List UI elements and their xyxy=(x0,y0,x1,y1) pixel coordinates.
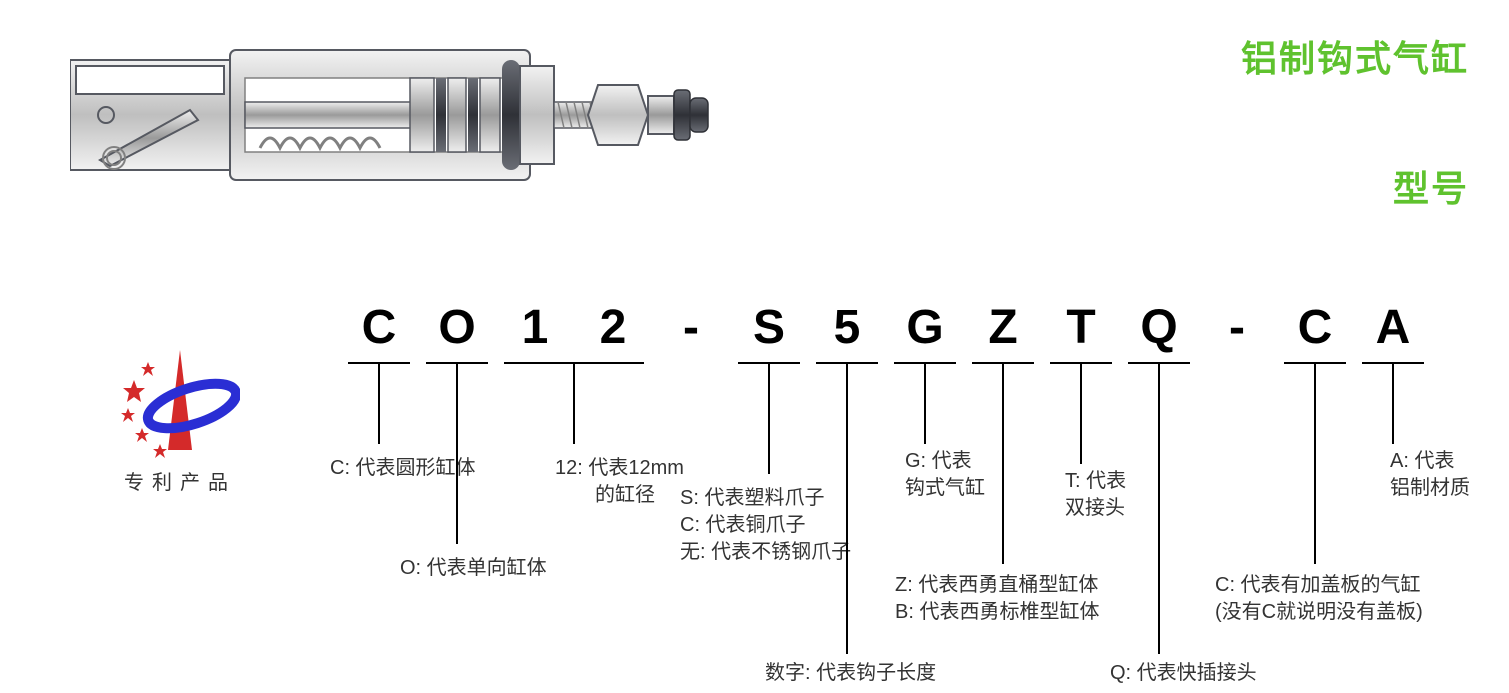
t-connector-stem xyxy=(1314,364,1316,564)
desc-line: 双接头 xyxy=(1065,495,1126,522)
desc-line: 钩式气缸 xyxy=(905,475,985,502)
t-connector xyxy=(816,362,878,364)
t-connector xyxy=(426,362,488,364)
code-char: - xyxy=(1198,300,1276,355)
t-connector-stem xyxy=(924,364,926,444)
code-char: 2 xyxy=(574,300,652,355)
code-char: O xyxy=(418,300,496,355)
desc-line: 铝制材质 xyxy=(1390,475,1470,502)
cylinder-cross-section-illustration xyxy=(70,30,710,200)
t-connector xyxy=(348,362,410,364)
desc-t-double: T: 代表 双接头 xyxy=(1065,468,1126,522)
t-connector xyxy=(894,362,956,364)
t-connector xyxy=(1128,362,1190,364)
desc-line: B: 代表西勇标椎型缸体 xyxy=(895,599,1099,626)
t-connector-stem xyxy=(1158,364,1160,654)
t-connector-stem xyxy=(1002,364,1004,564)
desc-g-hook: G: 代表 钩式气缸 xyxy=(905,448,985,502)
desc-line: C: 代表有加盖板的气缸 xyxy=(1215,572,1423,599)
code-char: - xyxy=(652,300,730,355)
t-connector-stem xyxy=(1080,364,1082,464)
desc-line: 无: 代表不锈钢爪子 xyxy=(680,539,851,566)
t-connector xyxy=(738,362,800,364)
t-connector xyxy=(1050,362,1112,364)
desc-line: G: 代表 xyxy=(905,448,985,475)
desc-line: 的缸径 xyxy=(555,482,684,509)
code-char: 1 xyxy=(496,300,574,355)
t-connector xyxy=(972,362,1034,364)
code-char: C xyxy=(1276,300,1354,355)
t-connector-stem xyxy=(846,364,848,654)
t-connector-stem xyxy=(378,364,380,444)
desc-line: Z: 代表西勇直桶型缸体 xyxy=(895,572,1099,599)
t-connector xyxy=(504,362,644,364)
t-connector xyxy=(1284,362,1346,364)
desc-z-body: Z: 代表西勇直桶型缸体 B: 代表西勇标椎型缸体 xyxy=(895,572,1099,626)
desc-line: A: 代表 xyxy=(1390,448,1470,475)
desc-s-claw: S: 代表塑料爪子 C: 代表铜爪子 无: 代表不锈钢爪子 xyxy=(680,485,851,566)
code-char: C xyxy=(340,300,418,355)
page-subtitle: 型号 xyxy=(1393,160,1469,212)
patent-logo-label: 专利产品 xyxy=(100,466,260,495)
desc-line: C: 代表铜爪子 xyxy=(680,512,851,539)
t-connector-stem xyxy=(573,364,575,444)
code-char: G xyxy=(886,300,964,355)
code-char: T xyxy=(1042,300,1120,355)
desc-5-length: 数字: 代表钩子长度 xyxy=(765,660,936,687)
patent-logo-block: 专利产品 xyxy=(100,350,260,495)
code-char: Q xyxy=(1120,300,1198,355)
desc-line: T: 代表 xyxy=(1065,468,1126,495)
desc-12-bore: 12: 代表12mm 的缸径 xyxy=(555,455,684,509)
desc-a-alu: A: 代表 铝制材质 xyxy=(1390,448,1470,502)
desc-line: (没有C就说明没有盖板) xyxy=(1215,599,1423,626)
desc-o-single: O: 代表单向缸体 xyxy=(400,555,547,582)
t-connector xyxy=(1362,362,1424,364)
desc-c-cover: C: 代表有加盖板的气缸 (没有C就说明没有盖板) xyxy=(1215,572,1423,626)
desc-q-quick: Q: 代表快插接头 xyxy=(1110,660,1257,687)
page-title: 铝制钩式气缸 xyxy=(1241,30,1469,82)
desc-line: 12: 代表12mm xyxy=(555,455,684,482)
desc-c-body: C: 代表圆形缸体 xyxy=(330,455,476,482)
code-char: 5 xyxy=(808,300,886,355)
code-char: A xyxy=(1354,300,1432,355)
patent-logo-icon xyxy=(120,350,240,460)
t-connector-stem xyxy=(768,364,770,474)
t-connector-stem xyxy=(1392,364,1394,444)
desc-line: S: 代表塑料爪子 xyxy=(680,485,851,512)
model-code-row: CO12-S5GZTQ-CA xyxy=(340,300,1432,355)
code-char: Z xyxy=(964,300,1042,355)
code-char: S xyxy=(730,300,808,355)
t-connector-stem xyxy=(456,364,458,544)
